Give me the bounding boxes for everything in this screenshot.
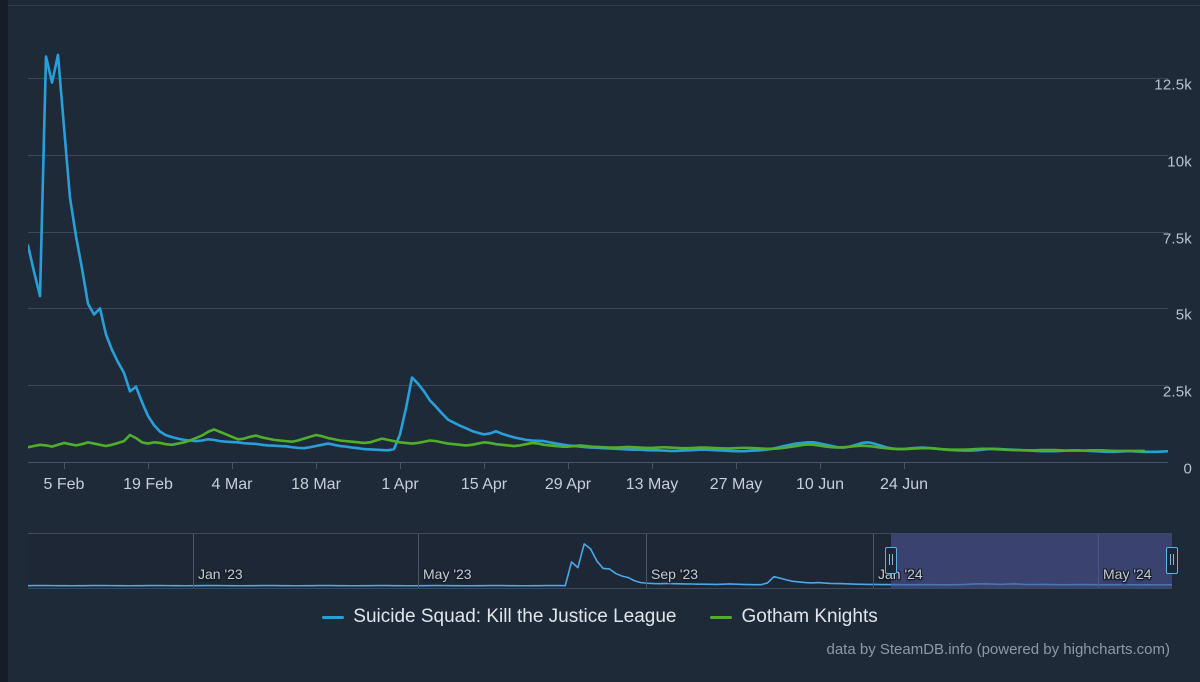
x-axis-tick (232, 462, 233, 469)
legend-item-suicide-squad[interactable]: Suicide Squad: Kill the Justice League (322, 606, 676, 628)
legend-item-gotham-knights[interactable]: Gotham Knights (710, 606, 878, 628)
x-axis-tick (820, 462, 821, 469)
gridline (28, 308, 1168, 310)
navigator-tick-label: May '24 (1103, 566, 1152, 582)
navigator-handle-left[interactable] (885, 547, 897, 574)
navigator-tick-label: Sep '23 (651, 566, 699, 582)
y-axis-tick-label: 0 (1183, 460, 1192, 478)
series-lines (28, 53, 1168, 454)
x-axis-tick (400, 462, 401, 469)
x-axis-tick-label: 15 Apr (460, 476, 508, 493)
x-axis-tick-label: 5 Feb (43, 476, 85, 493)
y-axis-tick-label: 12.5k (1154, 76, 1192, 94)
legend-item-label: Gotham Knights (741, 606, 878, 627)
x-axis-tick-label: 19 Feb (123, 476, 173, 493)
x-axis-tick-label: 1 Apr (381, 476, 419, 493)
grip-line-icon (1170, 554, 1171, 565)
x-axis-tick-label: 10 Jun (795, 476, 845, 493)
top-divider (8, 5, 1200, 6)
navigator-baseline (28, 588, 1172, 589)
navigator-tick (418, 534, 419, 588)
legend-swatch-icon (710, 615, 733, 619)
legend-swatch-icon (322, 615, 345, 619)
axis-line (28, 462, 1168, 463)
gridline (28, 385, 1168, 387)
navigator-top-divider (28, 533, 1172, 534)
grip-line-icon (891, 554, 893, 565)
navigator-tick (873, 534, 874, 588)
y-axis-labels: 0 2.5k 5k 7.5k 10k 12.5k (1028, 8, 1192, 478)
credits-link[interactable]: data by SteamDB.info (powered by highcha… (826, 641, 1171, 658)
navigator[interactable]: Jan '23 May '23 Sep '23 Jan '24 May '24 (28, 533, 1178, 589)
x-axis-tick-label: 24 Jun (879, 476, 929, 493)
x-axis-tick (316, 462, 317, 469)
y-axis-tick-label: 10k (1167, 153, 1192, 171)
grip-line-icon (889, 554, 890, 565)
grip-line-icon (1172, 554, 1174, 565)
navigator-selection-mask[interactable] (891, 534, 1172, 588)
x-axis-tick (904, 462, 905, 469)
x-axis-tick (64, 462, 65, 469)
x-axis-tick (652, 462, 653, 469)
y-axis-tick-label: 2.5k (1162, 383, 1192, 401)
gridline (28, 231, 1168, 233)
x-axis-tick (736, 462, 737, 469)
y-axis-tick-label: 5k (1175, 306, 1192, 324)
navigator-tick-label: May '23 (423, 566, 472, 582)
series-line-1 (28, 428, 1146, 453)
x-axis-tick (148, 462, 149, 469)
navigator-handle-right[interactable] (1166, 547, 1178, 574)
x-axis-tick-label: 4 Mar (211, 476, 253, 493)
x-axis-tick-label: 13 May (625, 476, 679, 493)
plot-area[interactable] (28, 8, 1168, 463)
y-axis-tick-label: 7.5k (1162, 230, 1192, 248)
x-axis-tick (568, 462, 569, 469)
x-axis-tick-label: 29 Apr (544, 476, 592, 493)
x-axis-tick-label: 18 Mar (291, 476, 341, 493)
gridline (28, 78, 1168, 79)
legend-item-label: Suicide Squad: Kill the Justice League (353, 606, 677, 627)
x-axis-tick (484, 462, 485, 469)
navigator-tick (193, 534, 194, 588)
left-gutter (0, 0, 8, 682)
legend: Suicide Squad: Kill the Justice League G… (0, 606, 1200, 628)
x-axis: 5 Feb 19 Feb 4 Mar 18 Mar 1 Apr 15 Apr 29 Apr 1… (28, 462, 1168, 508)
gridline (28, 154, 1168, 156)
series-line-0 (28, 53, 1168, 454)
x-axis-tick-label: 27 May (709, 476, 763, 493)
navigator-tick-label: Jan '23 (198, 566, 243, 582)
navigator-tick (646, 534, 647, 588)
